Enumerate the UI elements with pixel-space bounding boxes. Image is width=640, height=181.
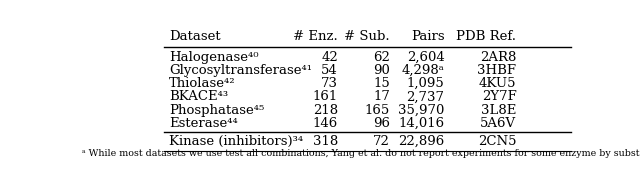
Text: 165: 165 <box>365 104 390 117</box>
Text: 2Y7F: 2Y7F <box>482 90 516 104</box>
Text: Thiolase⁴²: Thiolase⁴² <box>169 77 236 90</box>
Text: 17: 17 <box>373 90 390 104</box>
Text: PDB Ref.: PDB Ref. <box>456 30 516 43</box>
Text: BKACE⁴³: BKACE⁴³ <box>169 90 228 104</box>
Text: 72: 72 <box>373 135 390 148</box>
Text: 2,737: 2,737 <box>406 90 445 104</box>
Text: 2AR8: 2AR8 <box>480 51 516 64</box>
Text: 146: 146 <box>313 117 338 130</box>
Text: 54: 54 <box>321 64 338 77</box>
Text: Dataset: Dataset <box>169 30 221 43</box>
Text: Pairs: Pairs <box>411 30 445 43</box>
Text: # Sub.: # Sub. <box>344 30 390 43</box>
Text: 161: 161 <box>313 90 338 104</box>
Text: 35,970: 35,970 <box>398 104 445 117</box>
Text: 96: 96 <box>373 117 390 130</box>
Text: # Enz.: # Enz. <box>293 30 338 43</box>
Text: 73: 73 <box>321 77 338 90</box>
Text: 15: 15 <box>373 77 390 90</box>
Text: Phosphatase⁴⁵: Phosphatase⁴⁵ <box>169 104 264 117</box>
Text: 22,896: 22,896 <box>398 135 445 148</box>
Text: 3L8E: 3L8E <box>481 104 516 117</box>
Text: Kinase (inhibitors)³⁴: Kinase (inhibitors)³⁴ <box>169 135 303 148</box>
Text: 218: 218 <box>313 104 338 117</box>
Text: 90: 90 <box>373 64 390 77</box>
Text: Glycosyltransferase⁴¹: Glycosyltransferase⁴¹ <box>169 64 312 77</box>
Text: 5A6V: 5A6V <box>481 117 516 130</box>
Text: 2,604: 2,604 <box>407 51 445 64</box>
Text: Halogenase⁴⁰: Halogenase⁴⁰ <box>169 51 259 64</box>
Text: 4,298ᵃ: 4,298ᵃ <box>402 64 445 77</box>
Text: 3HBF: 3HBF <box>477 64 516 77</box>
Text: 62: 62 <box>373 51 390 64</box>
Text: 1,095: 1,095 <box>407 77 445 90</box>
Text: 318: 318 <box>313 135 338 148</box>
Text: 42: 42 <box>321 51 338 64</box>
Text: 4KU5: 4KU5 <box>479 77 516 90</box>
Text: ᵃ While most datasets we use test all combinations, Yang et al. do not report ex: ᵃ While most datasets we use test all co… <box>83 149 640 158</box>
Text: Esterase⁴⁴: Esterase⁴⁴ <box>169 117 238 130</box>
Text: 2CN5: 2CN5 <box>478 135 516 148</box>
Text: 14,016: 14,016 <box>399 117 445 130</box>
